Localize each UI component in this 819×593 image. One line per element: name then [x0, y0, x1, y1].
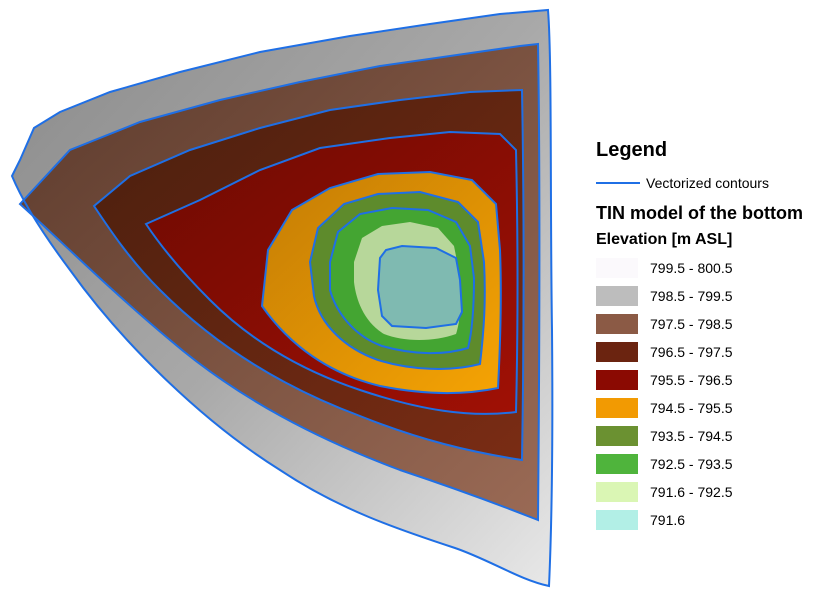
class-label: 791.6 - 792.5 — [650, 484, 733, 500]
color-swatch — [596, 342, 638, 362]
class-label: 792.5 - 793.5 — [650, 456, 733, 472]
color-swatch — [596, 286, 638, 306]
contour-2 — [92, 88, 525, 462]
color-swatch — [596, 370, 638, 390]
contour-4 — [260, 170, 502, 395]
class-label: 791.6 — [650, 512, 686, 528]
legend-class: 791.6 - 792.5 — [596, 478, 818, 506]
legend-contour-label: Vectorized contours — [646, 175, 769, 191]
color-swatch — [596, 510, 638, 530]
class-label: 793.5 - 794.5 — [650, 428, 733, 444]
class-label: 797.5 - 798.5 — [650, 316, 733, 332]
color-swatch — [596, 426, 638, 446]
color-swatch — [596, 482, 638, 502]
class-label: 795.5 - 796.5 — [650, 372, 733, 388]
contour-3 — [144, 130, 519, 415]
legend-class: 793.5 - 794.5 — [596, 422, 818, 450]
legend-title: Legend — [596, 139, 668, 161]
legend-class: 794.5 - 795.5 — [596, 394, 818, 422]
color-swatch — [596, 258, 638, 278]
contour-1 — [18, 42, 541, 522]
legend-class: 797.5 - 798.5 — [596, 310, 818, 338]
contour-5 — [308, 190, 486, 370]
legend-class: 795.5 - 796.5 — [596, 366, 818, 394]
contour-lines — [10, 8, 554, 588]
legend-class: 791.6 — [596, 506, 818, 534]
color-swatch — [596, 454, 638, 474]
class-label: 794.5 - 795.5 — [650, 400, 733, 416]
legend-layer-title: TIN model of the bottom — [596, 203, 803, 223]
legend-class: 798.5 - 799.5 — [596, 282, 818, 310]
elevation-map — [10, 8, 554, 588]
contour-6 — [329, 206, 476, 355]
class-label: 799.5 - 800.5 — [650, 260, 733, 276]
legend: Legend Vectorized contours TIN model of … — [596, 138, 818, 534]
contour-line-symbol — [596, 182, 640, 184]
legend-field-title: Elevation [m ASL] — [596, 231, 733, 248]
legend-class: 796.5 - 797.5 — [596, 338, 818, 366]
class-label: 796.5 - 797.5 — [650, 344, 733, 360]
color-swatch — [596, 314, 638, 334]
band-791-6 — [378, 246, 462, 328]
class-label: 798.5 - 799.5 — [650, 288, 733, 304]
legend-class: 792.5 - 793.5 — [596, 450, 818, 478]
legend-contour-entry: Vectorized contours — [596, 174, 818, 192]
legend-class-list: 799.5 - 800.5 798.5 - 799.5 797.5 - 798.… — [596, 254, 818, 534]
contour-outer — [10, 8, 554, 588]
contour-7 — [376, 244, 464, 330]
legend-class: 799.5 - 800.5 — [596, 254, 818, 282]
color-swatch — [596, 398, 638, 418]
